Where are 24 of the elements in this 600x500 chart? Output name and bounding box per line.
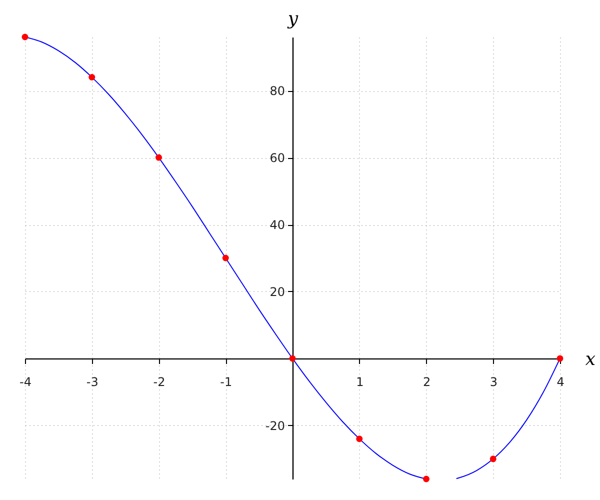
y-tick-label: -20 [265, 418, 285, 433]
y-axis-title: y [286, 8, 299, 30]
point [490, 456, 496, 462]
point [156, 154, 162, 161]
y-tick-label: 40 [270, 218, 285, 232]
x-tick-label: 3 [490, 374, 498, 389]
x-tick-label: -2 [153, 374, 166, 389]
point [423, 476, 430, 482]
x-tick-label: -4 [20, 374, 32, 389]
point [22, 34, 28, 40]
point [88, 74, 96, 80]
y-tick-label: 80 [270, 84, 285, 98]
x-tick-label: -3 [86, 374, 98, 389]
x-tick-label: 2 [422, 374, 431, 389]
point [356, 436, 363, 442]
point [556, 355, 564, 362]
y-tick-label: 60 [270, 151, 285, 166]
x-tick-label: 1 [356, 374, 364, 389]
point [222, 254, 229, 262]
point [289, 355, 296, 362]
x-axis-title: x [585, 348, 596, 370]
x-tick-label: -1 [220, 374, 232, 389]
x-tick-label: 4 [556, 374, 564, 389]
y-tick-label: 20 [270, 284, 285, 299]
